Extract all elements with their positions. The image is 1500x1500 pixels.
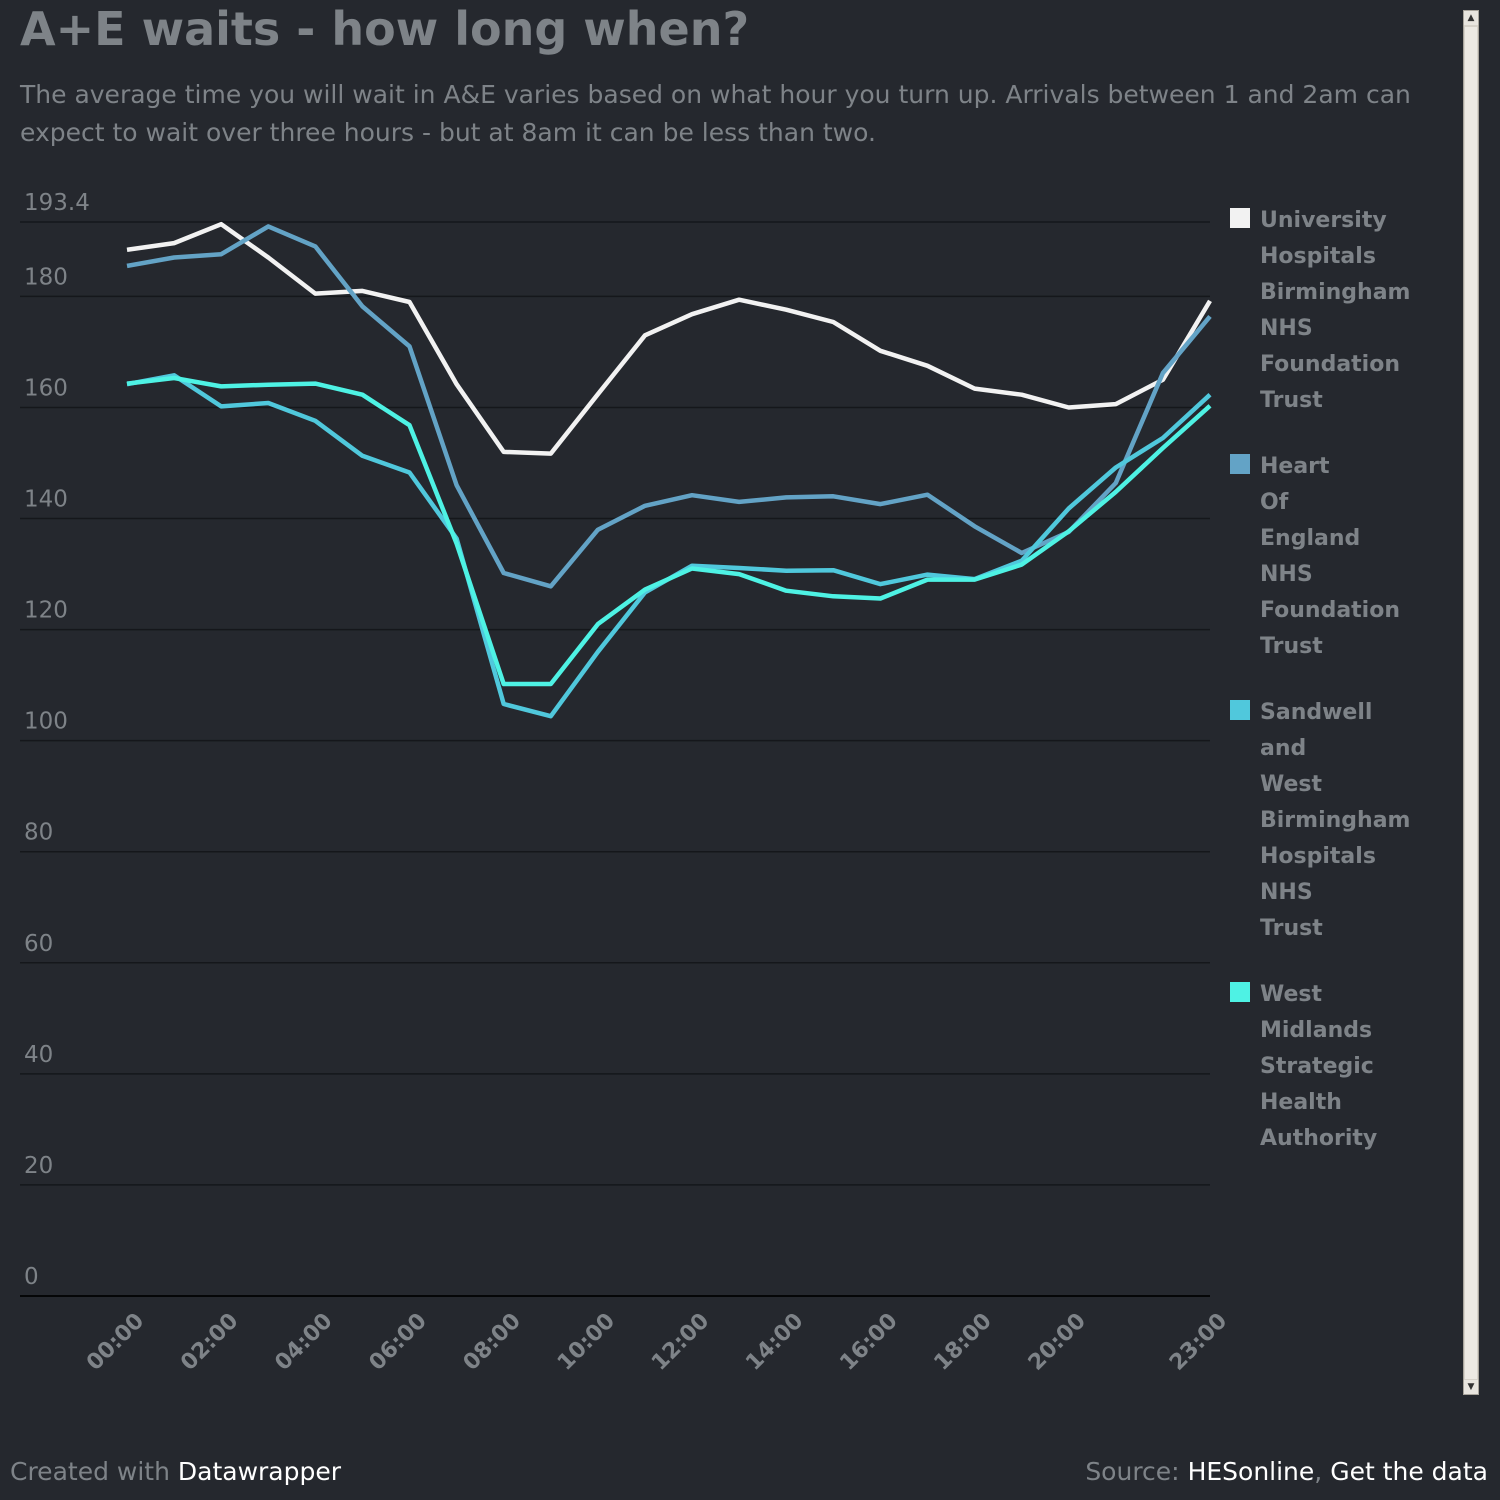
y-tick-label: 60 <box>24 931 53 957</box>
y-tick-label: 100 <box>24 709 68 735</box>
chart-subtitle: The average time you will wait in A&E va… <box>20 80 1411 147</box>
legend-swatch-icon <box>1230 454 1250 474</box>
series-line-4[interactable] <box>126 375 1212 687</box>
y-tick-label: 140 <box>24 487 68 513</box>
get-the-data-link[interactable]: Get the data <box>1330 1457 1488 1486</box>
legend-item[interactable]: West Midlands Strategic Health Authority <box>1230 977 1430 1157</box>
y-axis-ticks: 0 20 40 60 80 100 120 140 160 180 193.4 <box>24 190 90 1290</box>
footer-credit: Created with Datawrapper <box>10 1457 341 1486</box>
legend-label: University Hospitals Birmingham NHS Foun… <box>1260 208 1411 413</box>
chart-title: A+E waits - how long when? <box>20 2 750 56</box>
y-tick-label: 20 <box>24 1153 53 1179</box>
x-tick-label: 16:00 <box>835 1309 902 1376</box>
x-axis-ticks: 00:00 02:00 04:00 06:00 08:00 10:00 12:00 14:00… <box>82 1309 1232 1376</box>
x-tick-label: 18:00 <box>930 1309 997 1376</box>
x-tick-label: 06:00 <box>365 1309 432 1376</box>
source-link[interactable]: HESonline <box>1187 1457 1315 1486</box>
scroll-up-arrow-icon[interactable]: ▲ <box>1464 11 1478 25</box>
series-line-1[interactable] <box>126 221 1212 456</box>
x-tick-label: 00:00 <box>82 1309 149 1376</box>
legend: University Hospitals Birmingham NHS Foun… <box>1230 203 1430 1187</box>
datawrapper-link[interactable]: Datawrapper <box>177 1457 342 1486</box>
series-lines <box>126 221 1212 719</box>
x-tick-label: 23:00 <box>1165 1309 1232 1376</box>
source-label: Source: <box>1085 1457 1180 1486</box>
legend-label: Heart Of England NHS Foundation Trust <box>1260 454 1401 659</box>
legend-item[interactable]: University Hospitals Birmingham NHS Foun… <box>1230 203 1430 419</box>
x-tick-label: 08:00 <box>459 1309 526 1376</box>
legend-item[interactable]: Sandwell and West Birmingham Hospitals N… <box>1230 695 1430 947</box>
legend-label: West Midlands Strategic Health Authority <box>1260 982 1378 1151</box>
source-separator: , <box>1314 1457 1323 1486</box>
x-tick-label: 12:00 <box>647 1309 714 1376</box>
legend-swatch-icon <box>1230 700 1250 720</box>
y-tick-label: 120 <box>24 598 68 624</box>
y-tick-label: 0 <box>24 1264 39 1290</box>
x-tick-label: 20:00 <box>1024 1309 1091 1376</box>
y-tick-label: 193.4 <box>24 190 90 216</box>
y-tick-label: 160 <box>24 375 68 401</box>
created-with-label: Created with <box>10 1457 170 1486</box>
x-tick-label: 04:00 <box>270 1309 337 1376</box>
legend-item[interactable]: Heart Of England NHS Foundation Trust <box>1230 449 1430 665</box>
x-tick-label: 14:00 <box>741 1309 808 1376</box>
scroll-down-arrow-icon[interactable]: ▼ <box>1464 1380 1478 1394</box>
y-tick-label: 80 <box>24 820 53 846</box>
y-tick-label: 40 <box>24 1042 53 1068</box>
x-tick-label: 10:00 <box>553 1309 620 1376</box>
legend-label: Sandwell and West Birmingham Hospitals N… <box>1260 700 1411 941</box>
legend-swatch-icon <box>1230 208 1250 228</box>
vertical-scrollbar[interactable]: ▲ ▼ <box>1463 10 1479 1395</box>
footer-source: Source: HESonline, Get the data <box>1085 1457 1488 1486</box>
legend-swatch-icon <box>1230 982 1250 1002</box>
scroll-thumb[interactable] <box>1465 27 1477 1379</box>
x-tick-label: 02:00 <box>176 1309 243 1376</box>
y-tick-label: 180 <box>24 264 68 290</box>
